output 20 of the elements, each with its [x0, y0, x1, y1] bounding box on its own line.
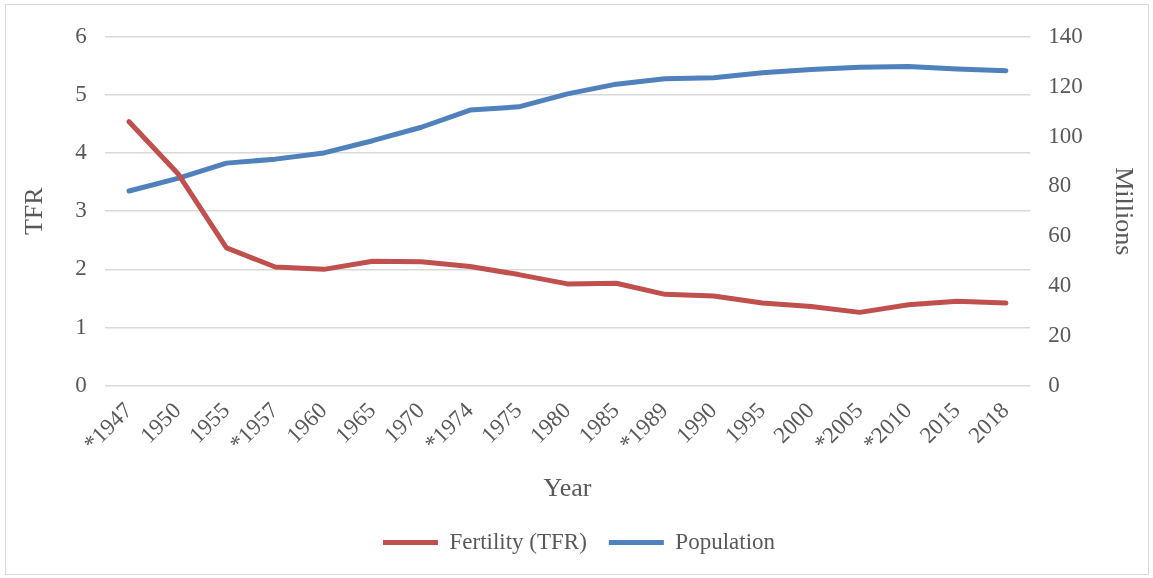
x-axis-title: Year	[543, 473, 592, 503]
y2-tick-label: 40	[1048, 272, 1072, 298]
y2-tick-label: 100	[1048, 122, 1083, 148]
y-tick-label: 3	[75, 197, 87, 223]
y2-tick-label: 60	[1048, 222, 1072, 248]
y-tick-label: 4	[75, 139, 88, 165]
y2-axis-title: Millions	[1109, 167, 1139, 256]
y2-tick-label: 80	[1048, 172, 1072, 198]
y2-tick-label: 140	[1048, 22, 1083, 48]
y2-tick-label: 20	[1048, 321, 1072, 347]
y-tick-label: 6	[75, 22, 87, 48]
y-tick-label: 5	[75, 80, 87, 106]
y2-tick-label: 0	[1048, 371, 1060, 397]
y-tick-label: 1	[75, 313, 87, 339]
y-axis-title: TFR	[19, 186, 49, 236]
y2-tick-label: 120	[1048, 72, 1083, 98]
y-tick-label: 2	[75, 255, 87, 281]
y-tick-label: 0	[75, 371, 87, 397]
legend-label: Population	[675, 528, 776, 554]
legend-label: Fertility (TFR)	[449, 528, 587, 554]
